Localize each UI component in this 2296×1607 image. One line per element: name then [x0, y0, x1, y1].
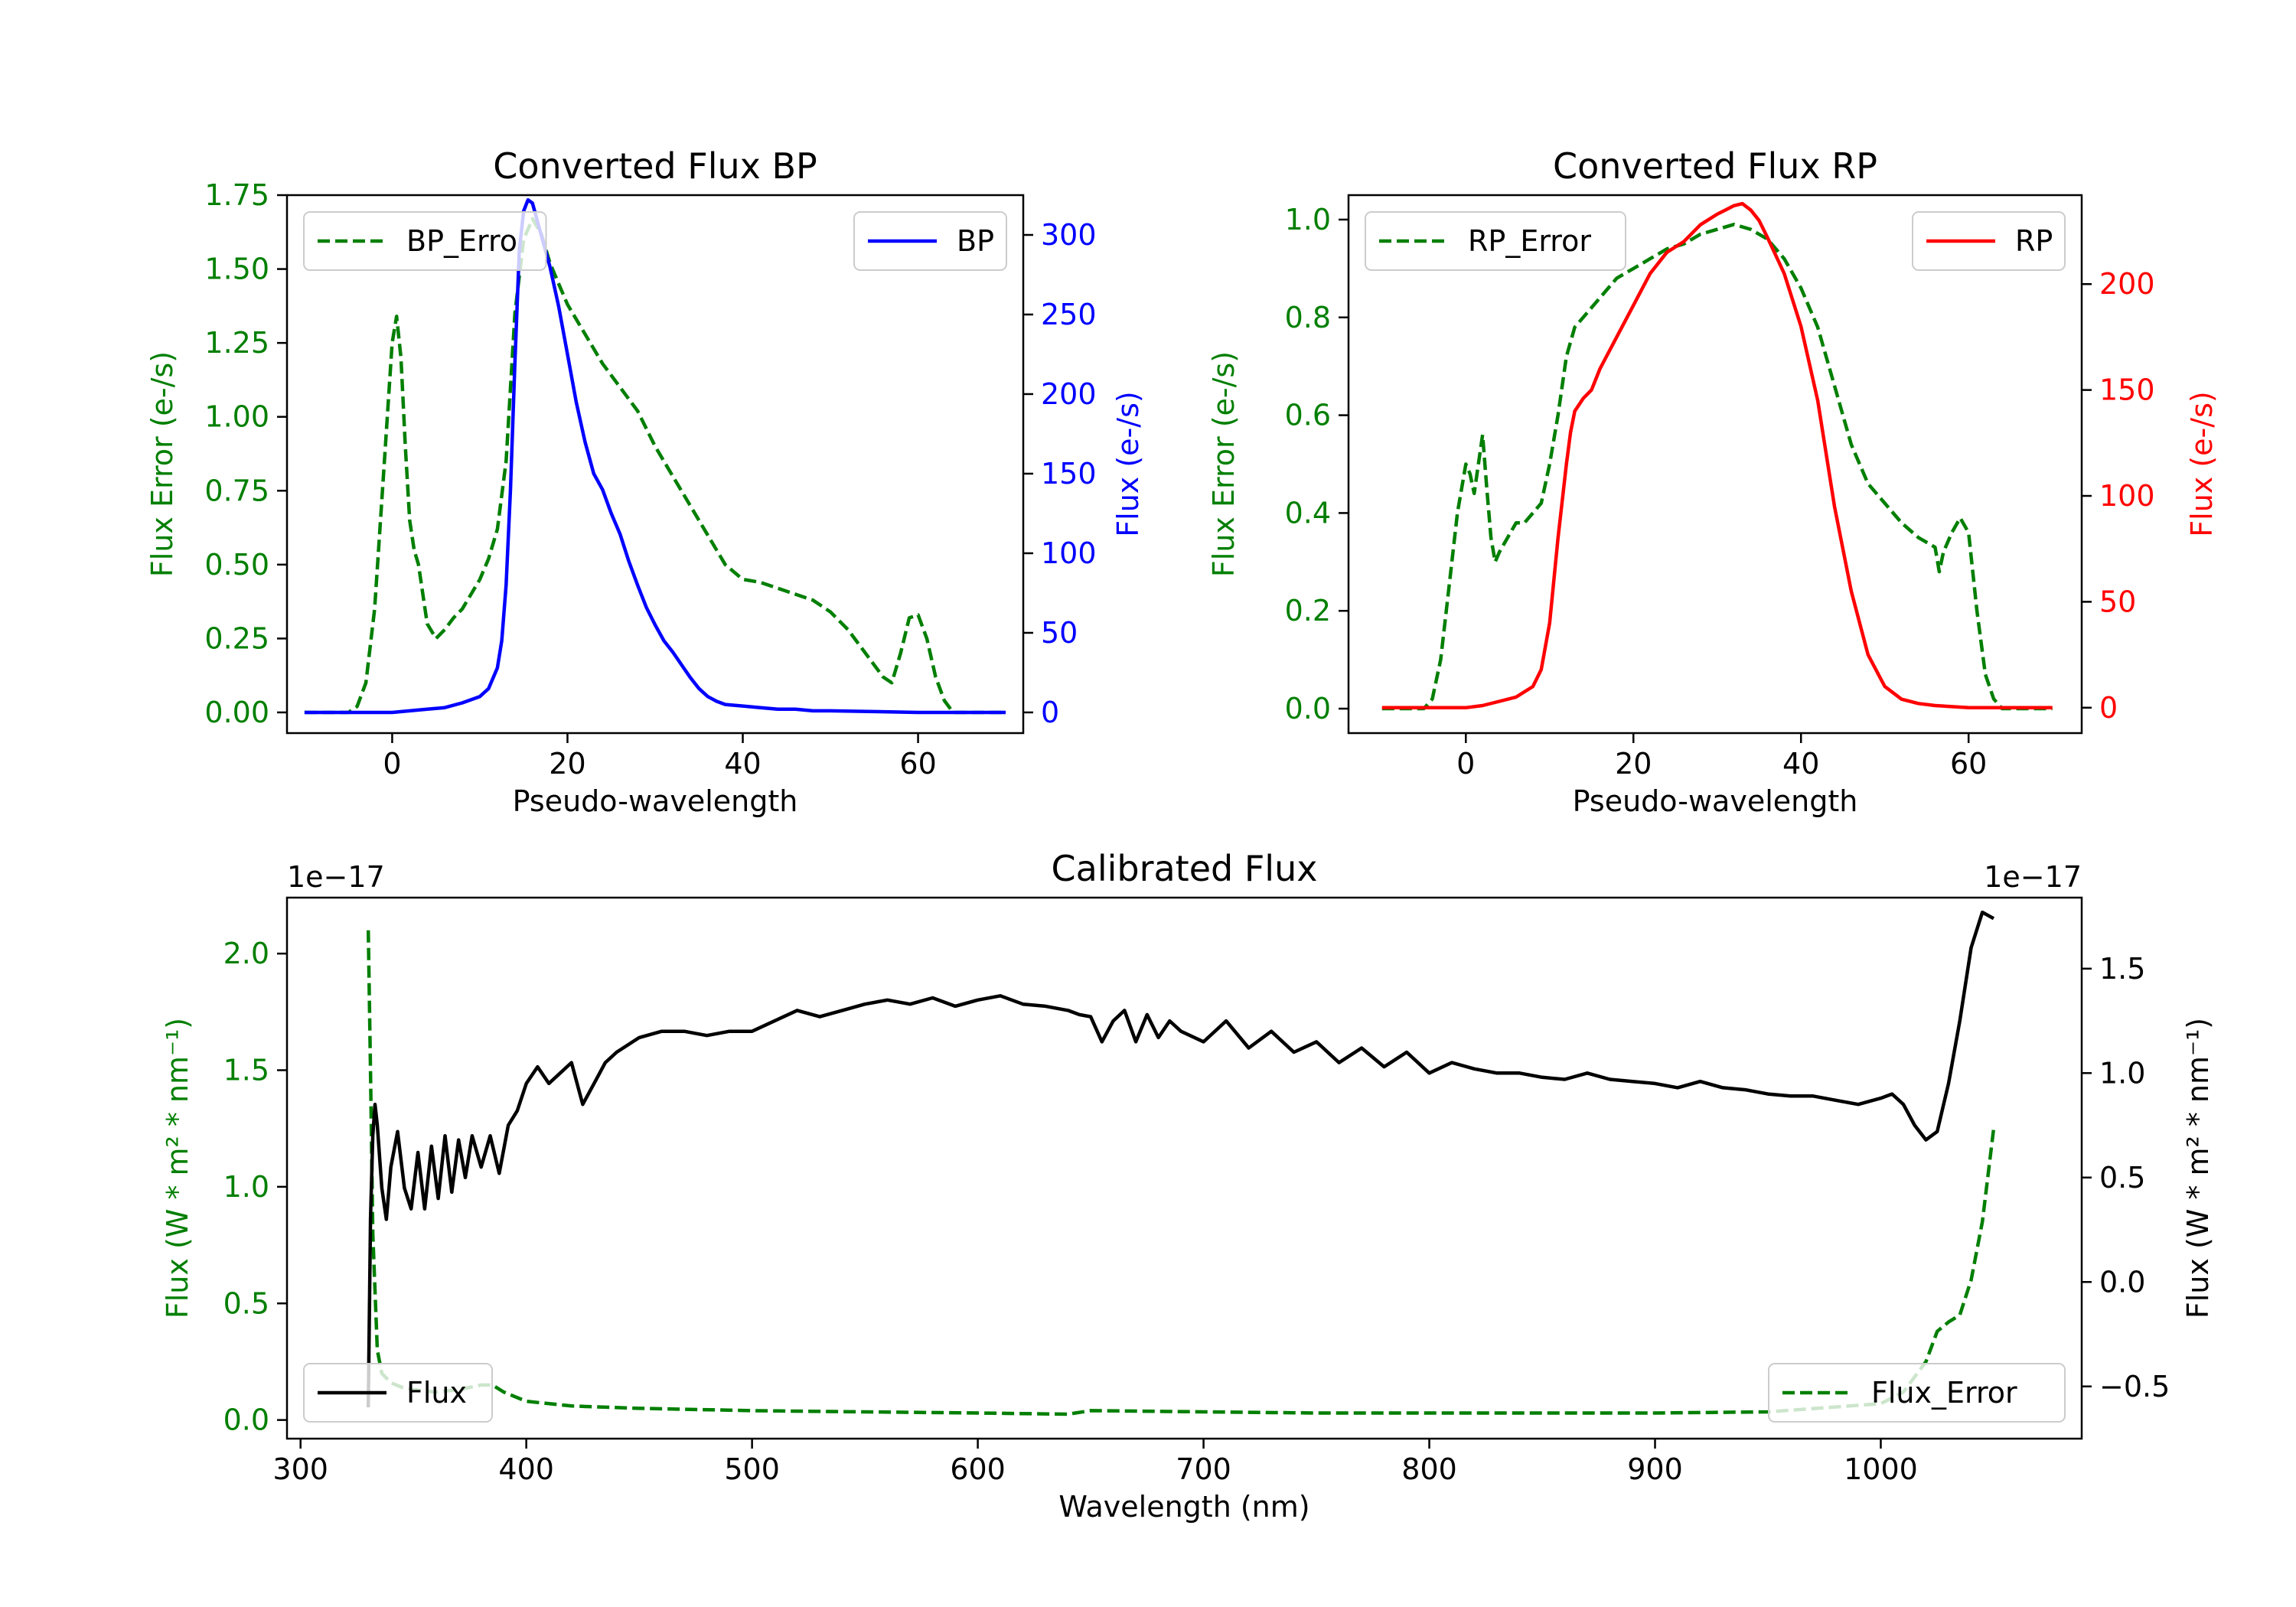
- y-left-tick-label: 0.0: [223, 1403, 269, 1437]
- x-tick-label: 0: [383, 747, 401, 781]
- y-right-tick-label: 100: [1041, 536, 1097, 570]
- chart-title: Calibrated Flux: [1052, 848, 1318, 889]
- y-right-tick-label: −0.5: [2099, 1370, 2170, 1403]
- y-left-tick-label: 1.50: [204, 253, 269, 286]
- y-right-tick-label: 1.5: [2099, 952, 2145, 986]
- y-left-tick-label: 0.25: [204, 621, 269, 655]
- y-right-tick-label: 200: [1041, 377, 1097, 411]
- y-left-tick-label: 1.75: [204, 178, 269, 212]
- axes-frame: [1347, 194, 2083, 735]
- y-left-tick-label: 0.4: [1285, 496, 1331, 530]
- series-bp-line: [304, 197, 1006, 715]
- legend-label: Flux_Error: [1871, 1376, 2017, 1410]
- x-axis-label: Pseudo-wavelength: [1573, 784, 1858, 818]
- y-right-tick-label: 0.5: [2099, 1161, 2145, 1195]
- series-rp-error-line: [1381, 223, 2053, 711]
- panel-bp: Converted Flux BP 0 20 40 60 Pseudo-wavelengt…: [145, 145, 1145, 818]
- x-tick-label: 60: [899, 747, 936, 781]
- x-tick-label: 600: [950, 1452, 1006, 1486]
- y-left-tick-label: 2.0: [223, 937, 269, 970]
- legend-box: [303, 211, 547, 271]
- y-right-tick-label: 250: [1041, 298, 1097, 331]
- x-tick-label: 60: [1950, 747, 1987, 781]
- y-right-tick-label: 150: [1041, 457, 1097, 491]
- axes-frame: [285, 896, 2083, 1440]
- series-flux-line: [366, 910, 1995, 1408]
- x-tick-label: 900: [1627, 1452, 1683, 1486]
- legend-box: [303, 1363, 493, 1423]
- y-left-tick-label: 1.00: [204, 400, 269, 434]
- legend-box: [1768, 1363, 2066, 1423]
- x-tick-label: 0: [1456, 747, 1475, 781]
- y-right-offset-label: 1e−17: [1984, 860, 2082, 894]
- y-left-axis-label: Flux Error (e-/s): [1207, 351, 1241, 577]
- x-tick-label: 400: [498, 1452, 554, 1486]
- legend-label: BP: [957, 224, 994, 258]
- y-right-tick-label: 200: [2099, 267, 2155, 301]
- y-left-tick-label: 0.0: [1285, 692, 1331, 725]
- y-left-axis-label: Flux (W * m² * nm⁻¹): [161, 1018, 194, 1319]
- y-left-offset-label: 1e−17: [287, 860, 385, 894]
- y-right-tick-label: 0.0: [2099, 1265, 2145, 1299]
- legend-bp: BP: [853, 211, 1007, 271]
- y-right-tick-label: 50: [2099, 585, 2136, 618]
- legend-label: BP_Erro: [406, 224, 517, 258]
- axes-frame: [285, 194, 1025, 735]
- panel-rp: Converted Flux RP 0 20 40 60 Pseudo-wavelengt…: [1207, 145, 2219, 818]
- x-tick-label: 300: [272, 1452, 328, 1486]
- y-right-axis-label: Flux (e-/s): [2185, 391, 2219, 536]
- legend-label: Flux: [406, 1376, 467, 1410]
- legend-flux: Flux: [303, 1363, 493, 1423]
- y-right-tick-label: 50: [1041, 616, 1078, 650]
- y-right-tick-label: 150: [2099, 373, 2155, 407]
- x-axis-label: Wavelength (nm): [1058, 1490, 1309, 1524]
- x-tick-label: 20: [1615, 747, 1652, 781]
- y-right-axis-label: Flux (e-/s): [1111, 391, 1145, 536]
- series-rp-line: [1381, 201, 2053, 710]
- panel-calibrated: Calibrated Flux 300 400 500 600 700 800 900 1000…: [161, 848, 2215, 1524]
- legend-bp-erro: BP_Erro: [303, 211, 547, 271]
- chart-title: Converted Flux BP: [493, 145, 817, 187]
- legend-rp-error: RP_Error: [1365, 211, 1626, 271]
- y-left-tick-label: 0.2: [1285, 594, 1331, 627]
- y-right-tick-label: 100: [2099, 479, 2155, 513]
- y-right-axis-label: Flux (W * m² * nm⁻¹): [2181, 1018, 2215, 1319]
- y-left-tick-label: 0.5: [223, 1286, 269, 1320]
- series-bp-error-line: [304, 217, 1006, 715]
- y-right-tick-label: 1.0: [2099, 1056, 2145, 1090]
- y-right-tick-label: 0: [1041, 696, 1059, 729]
- y-left-tick-label: 0.8: [1285, 301, 1331, 334]
- y-left-tick-label: 1.0: [223, 1170, 269, 1204]
- x-tick-label: 40: [724, 747, 761, 781]
- x-tick-label: 1000: [1844, 1452, 1918, 1486]
- x-tick-label: 40: [1782, 747, 1819, 781]
- x-axis-label: Pseudo-wavelength: [513, 784, 798, 818]
- y-right-tick-label: 300: [1041, 218, 1097, 252]
- y-left-tick-label: 0.6: [1285, 399, 1331, 432]
- x-tick-label: 500: [724, 1452, 780, 1486]
- legend-flux-error: Flux_Error: [1768, 1363, 2066, 1423]
- x-tick-label: 700: [1176, 1452, 1231, 1486]
- legend-box: [1365, 211, 1626, 271]
- y-left-tick-label: 0.00: [204, 696, 269, 729]
- legend-label: RP: [2015, 224, 2053, 258]
- chart-title: Converted Flux RP: [1553, 145, 1877, 187]
- legend-rp: RP: [1912, 211, 2066, 271]
- x-tick-label: 800: [1401, 1452, 1457, 1486]
- y-left-tick-label: 1.25: [204, 326, 269, 360]
- y-left-axis-label: Flux Error (e-/s): [145, 351, 179, 577]
- y-left-tick-label: 0.50: [204, 548, 269, 582]
- x-tick-label: 20: [549, 747, 585, 781]
- y-right-tick-label: 0: [2099, 691, 2118, 725]
- y-left-tick-label: 1.5: [223, 1054, 269, 1087]
- y-left-tick-label: 0.75: [204, 474, 269, 507]
- y-left-tick-label: 1.0: [1285, 203, 1331, 236]
- legend-label: RP_Error: [1468, 224, 1591, 258]
